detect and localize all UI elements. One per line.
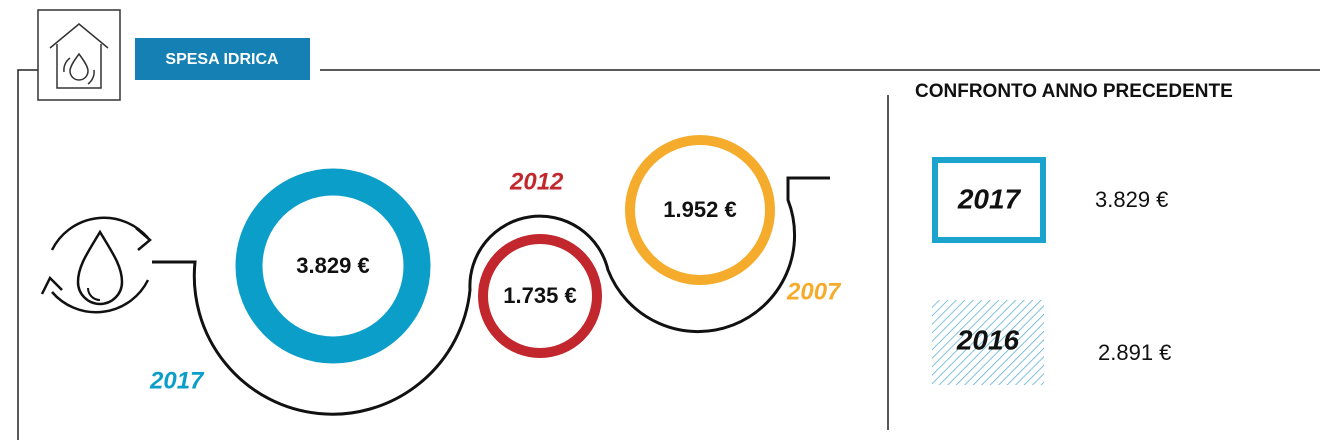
- circle-2012: [478, 234, 602, 358]
- comparison-amount: 2.891 €: [1098, 340, 1171, 365]
- circle-year: 2012: [509, 168, 564, 195]
- water-cycle-icon: [40, 216, 152, 314]
- circle-year: 2007: [786, 278, 842, 305]
- circle-year: 2017: [149, 367, 205, 394]
- circle-amount: 1.735 €: [503, 283, 576, 308]
- house-icon: [37, 9, 121, 101]
- header-title: SPESA IDRICA: [165, 51, 279, 68]
- circle-amount: 1.952 €: [663, 197, 736, 222]
- header-label-box: [135, 38, 310, 80]
- year-box-previous: [932, 300, 1044, 385]
- circle-2017: [235, 168, 431, 364]
- comparison-amount: 3.829 €: [1095, 187, 1168, 212]
- comparison-title: CONFRONTO ANNO PRECEDENTE: [915, 81, 1233, 102]
- circle-amount: 3.829 €: [296, 253, 369, 278]
- comparison-year: 2017: [957, 183, 1022, 214]
- flow-line: [152, 176, 830, 416]
- year-box-current: [932, 157, 1046, 243]
- frame: [17, 69, 1320, 440]
- circle-2007: [625, 135, 775, 285]
- comparison-year: 2016: [956, 324, 1020, 355]
